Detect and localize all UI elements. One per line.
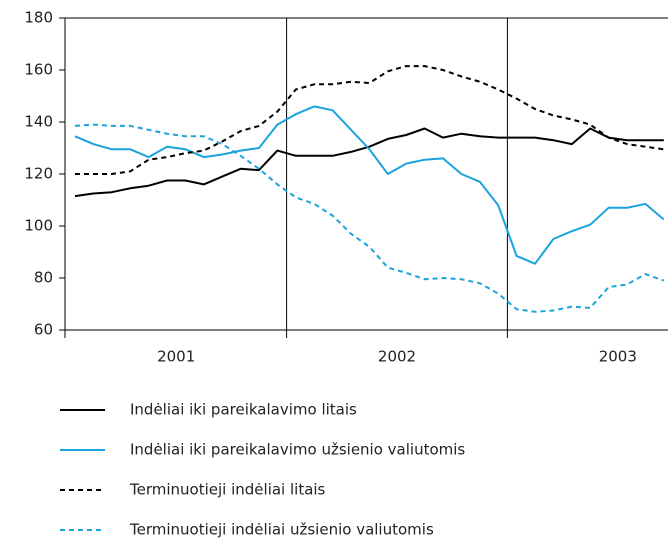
legend-label: Terminuotieji indėliai litais <box>129 481 326 499</box>
series-line <box>74 127 664 198</box>
x-tick-label: 2002 <box>378 348 416 366</box>
y-tick-label: 160 <box>24 61 53 79</box>
y-tick-label: 180 <box>24 9 53 27</box>
y-tick-label: 60 <box>34 321 53 339</box>
y-tick-label: 100 <box>24 217 53 235</box>
x-tick-label: 2001 <box>157 348 195 366</box>
series-line <box>74 123 665 313</box>
y-tick-label: 80 <box>34 269 53 287</box>
series-line <box>75 65 664 175</box>
y-tick-label: 140 <box>24 113 53 131</box>
series-line <box>74 105 665 265</box>
legend-label: Indėliai iki pareikalavimo užsienio vali… <box>130 441 465 459</box>
legend-label: Terminuotieji indėliai užsienio valiutom… <box>129 521 434 539</box>
y-tick-label: 120 <box>24 165 53 183</box>
legend-label: Indėliai iki pareikalavimo litais <box>130 401 357 419</box>
x-tick-label: 2003 <box>599 348 637 366</box>
